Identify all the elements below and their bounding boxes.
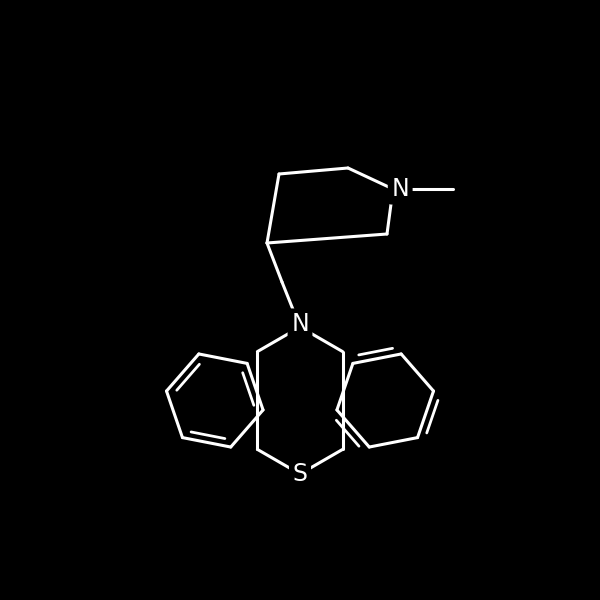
Text: N: N	[391, 177, 409, 201]
Text: N: N	[291, 312, 309, 336]
Text: S: S	[293, 462, 308, 486]
